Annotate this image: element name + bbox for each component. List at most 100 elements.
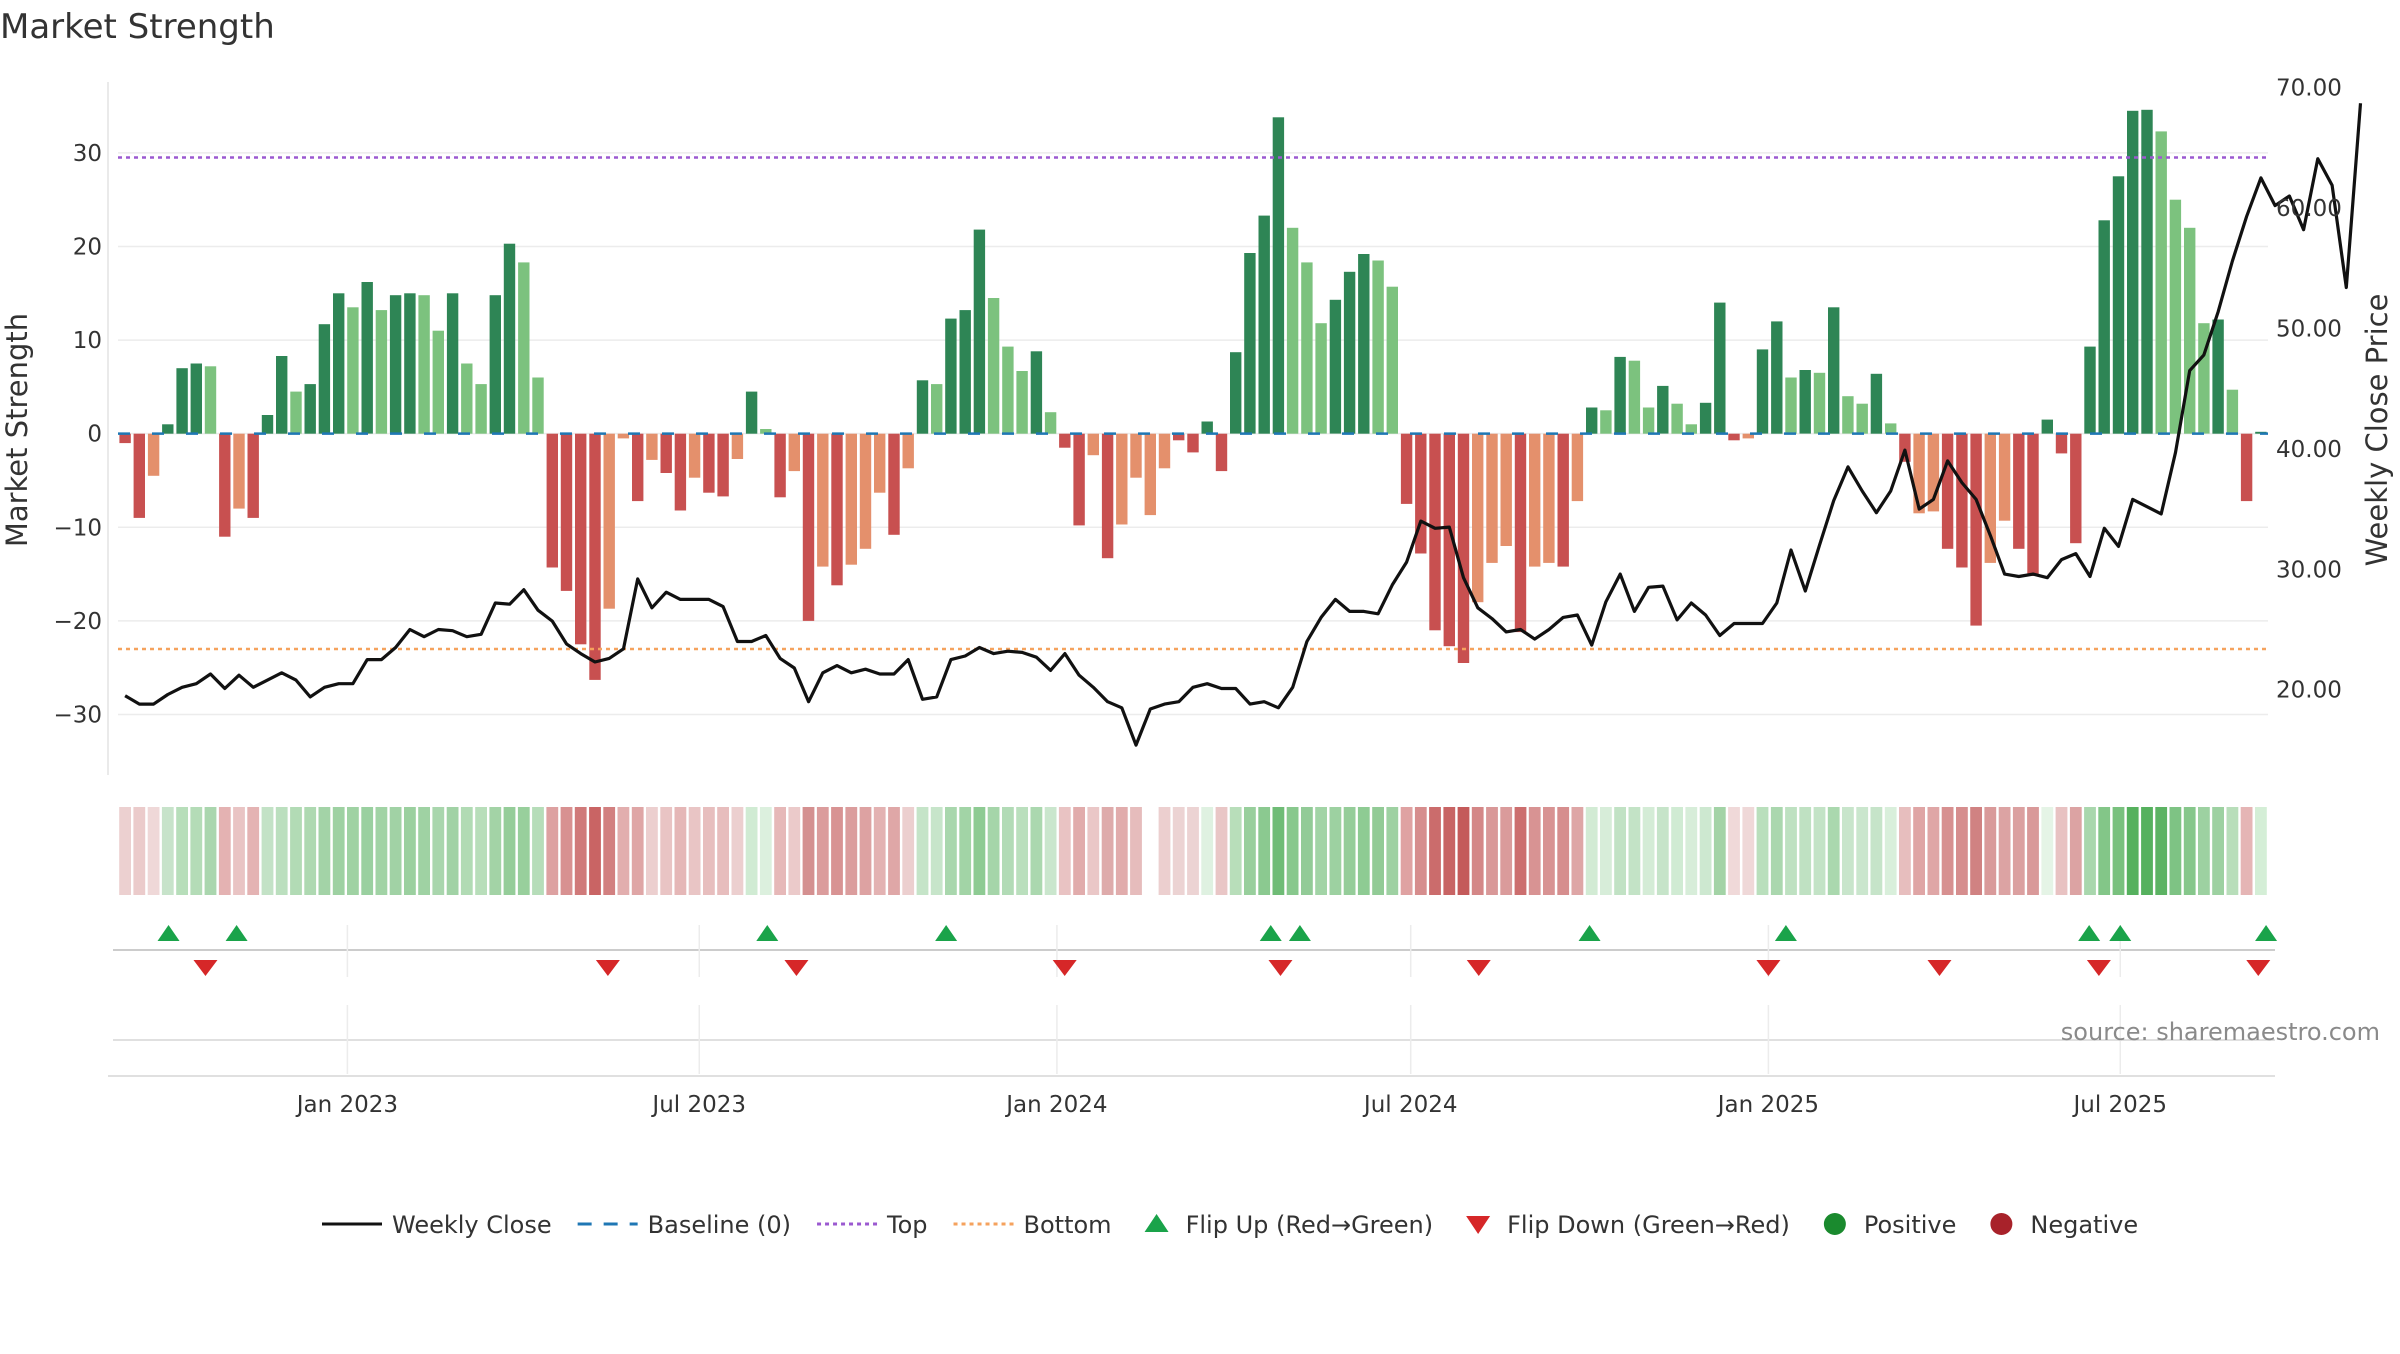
strength-bar [2155,131,2167,434]
heat-strip-cell [147,807,160,895]
heat-strip-cell [119,807,131,895]
heat-strip-cell [788,807,801,895]
heat-strip-cell [361,807,374,895]
strength-bar [1642,407,1655,434]
strength-bar [1230,352,1242,434]
heat-strip-cell [1443,807,1456,895]
legend-label: Negative [2030,1211,2138,1239]
strength-bar [1272,117,1285,434]
heat-strip-cell [1656,807,1669,895]
heat-strip-cell [2098,807,2111,895]
strength-bar [945,318,957,434]
strength-bar [2013,433,2025,549]
heat-strip-cell [1414,807,1427,895]
strength-bar [276,356,288,434]
heat-strip-cell [2169,807,2182,895]
heat-strip-cell [1899,807,1911,895]
heat-strip-cell [731,807,744,895]
flip-down-marker [1466,960,1491,976]
heat-strip-cell [1728,807,1740,895]
strength-bar [632,433,644,502]
strength-bar [1586,407,1598,434]
weekly-close-line [124,103,2363,747]
strength-bar [2098,220,2110,434]
heat-strip-cell [1713,807,1726,895]
strength-bar [404,293,416,434]
strength-bar [1885,423,1897,434]
strength-bar [1258,215,1270,434]
y-tick-label: 30 [73,141,102,167]
strength-bar [674,433,687,511]
heat-strip-cell [1343,807,1356,895]
heat-strip-cell [2126,807,2139,895]
flip-down-marker [1052,960,1077,976]
heat-strip-cell [475,807,487,895]
strength-bar [603,433,615,609]
strength-bar [1016,371,1028,434]
strength-bar [1301,262,1313,434]
heat-strip-cell [133,807,146,895]
right-tick-labels: 20.00 30.00 40.00 50.00 60.00 70.00 [2276,76,2342,704]
strength-bar [1286,227,1299,434]
strength-bar [888,433,900,535]
heat-strip-cell [1429,807,1441,895]
strength-bar [1486,433,1498,563]
heat-strip-cell [1058,807,1071,895]
strength-bar [1628,360,1641,434]
x-tick-label: Jul 2023 [650,1092,746,1118]
heat-strip-cell [888,807,900,895]
flip-up-marker [1578,925,1601,941]
y2-tick-label: 40.00 [2276,437,2342,463]
flip-up-marker [756,925,779,941]
strength-bar [1443,433,1455,647]
strength-bar [1358,254,1370,434]
legend-label: Top [886,1211,928,1239]
heat-strip-cell [973,807,986,895]
flip-markers [113,925,2278,977]
legend-label: Flip Down (Green→Red) [1507,1211,1790,1239]
heat-strip-cell [1870,807,1883,895]
legend-item: Positive [1823,1211,1957,1239]
strength-bar [1714,302,1726,434]
heat-strip-cell [489,807,502,895]
strength-bar [133,433,145,518]
legend-label: Positive [1864,1211,1957,1239]
y-tick-label: −30 [53,702,102,728]
y2-tick-label: 20.00 [2276,678,2342,704]
legend-swatch [1990,1213,2013,1235]
heat-strip-cell [1628,807,1641,895]
strength-bar [589,433,601,680]
strength-bar [290,391,302,434]
heat-strip-cell [1500,807,1513,895]
strength-bar [2212,319,2224,434]
y-tick-label: −20 [53,609,102,635]
strength-bar [432,330,444,434]
strength-bar [1002,346,1014,434]
heat-strip-cell [2055,807,2068,895]
strength-bar [304,384,316,434]
heat-strip-cell [1229,807,1242,895]
strength-bar [532,377,544,434]
strength-bar [1101,433,1114,559]
strength-bar [2169,199,2182,434]
flip-up-marker [2109,925,2132,941]
strength-bar [1927,433,1940,512]
heat-strip-cell [460,807,473,895]
strength-bar [731,433,744,459]
strength-bar [874,433,886,493]
heat-strip-cell [1372,807,1384,895]
strength-bar [1600,410,1612,434]
strength-bar [2240,433,2253,502]
strength-bar [219,433,231,537]
strength-bar [1913,433,1925,514]
strength-bar [1543,433,1555,563]
strength-bar [1215,433,1228,472]
strength-bar [1529,433,1541,567]
heat-strip-cell [1144,807,1157,895]
heat-strip-cell [1557,807,1570,895]
flip-down-marker [193,960,218,976]
strength-bar [987,298,1000,434]
heat-strip-cell [1073,807,1085,895]
legend-label: Baseline (0) [648,1211,791,1239]
